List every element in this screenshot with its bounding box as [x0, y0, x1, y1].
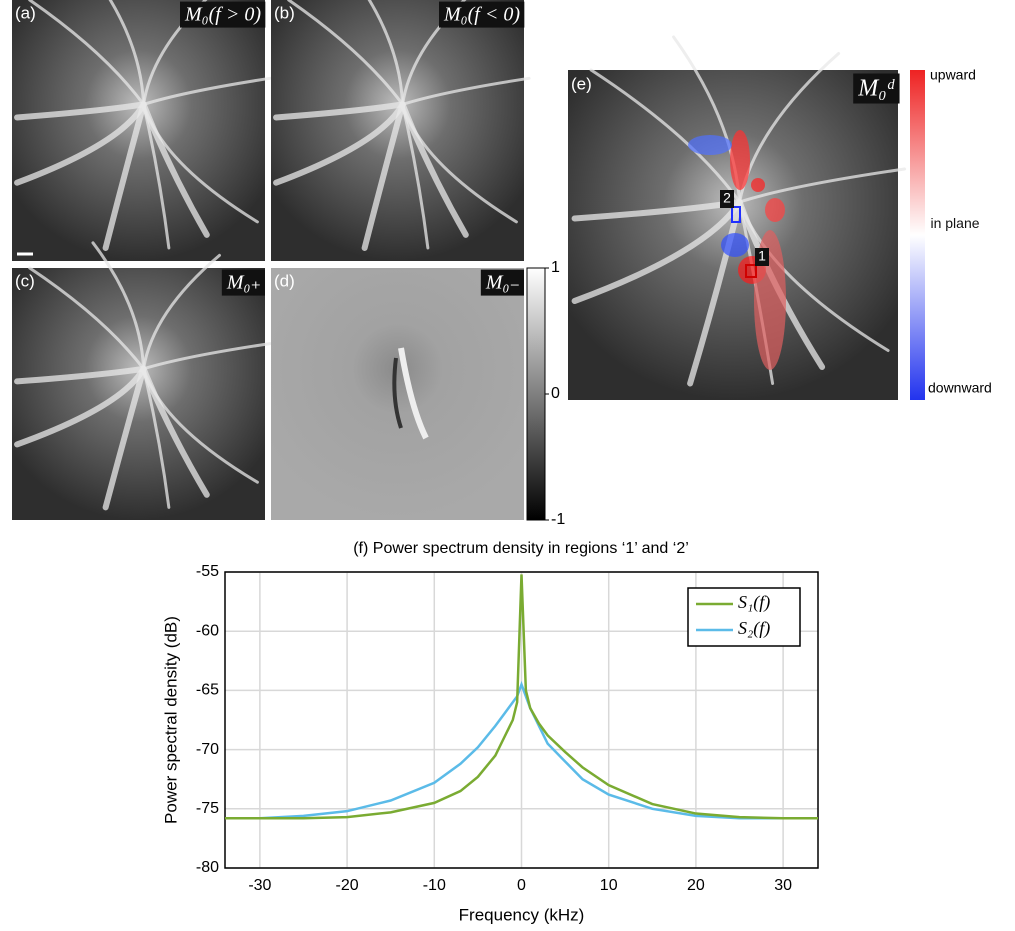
- y-tick-label: -55: [196, 563, 219, 580]
- region-tag-bg: [720, 190, 734, 208]
- vessel: [367, 0, 405, 106]
- flow-overlay: [688, 135, 732, 155]
- vessel: [392, 357, 403, 429]
- y-axis-label: Power spectral density (dB): [161, 616, 180, 824]
- y-tick-label: -65: [196, 682, 219, 699]
- panel-tag: (b): [274, 3, 295, 22]
- vessel: [140, 365, 210, 498]
- x-tick-label: 10: [600, 877, 618, 894]
- colorbar-top-label: upward: [930, 67, 976, 83]
- region-box: [731, 206, 741, 223]
- label-background: [480, 269, 524, 296]
- colorbar-tick-label: 1: [551, 259, 560, 276]
- panel-label: M₀₋: [485, 272, 520, 294]
- colorbar-bottom-label: downward: [928, 380, 992, 396]
- vessel: [401, 76, 531, 106]
- vessel: [14, 101, 147, 186]
- legend-label: S₂(f): [738, 618, 770, 639]
- vessel: [102, 101, 147, 251]
- panel-tag: (d): [274, 271, 295, 290]
- vessel: [398, 347, 429, 440]
- flow-overlay: [721, 233, 749, 257]
- vessel: [589, 68, 742, 204]
- colorbar: [526, 267, 546, 521]
- region-box: [745, 264, 757, 278]
- vessel: [571, 199, 743, 304]
- legend-label: S₁(f): [738, 592, 770, 613]
- vessel: [28, 266, 146, 371]
- colorbar-tick-label: -1: [551, 511, 565, 528]
- vessel: [399, 101, 469, 238]
- vessel: [687, 199, 743, 387]
- vessel: [91, 241, 146, 371]
- region-tag-bg: [755, 248, 769, 266]
- vessel: [28, 0, 146, 106]
- x-tick-label: 20: [687, 877, 705, 894]
- data-line: [225, 574, 818, 820]
- plot-frame: [224, 571, 819, 869]
- x-tick-label: -20: [336, 877, 359, 894]
- panel-tag: (c): [15, 271, 35, 290]
- vessel: [401, 0, 467, 106]
- vessel: [142, 0, 208, 106]
- y-tick-label: -80: [196, 859, 219, 876]
- panel-label: M₀(f < 0): [443, 4, 520, 26]
- vessel: [14, 365, 147, 448]
- panel-label: M₀ᵈ: [857, 76, 895, 102]
- label-background: [180, 1, 266, 28]
- legend-box: [687, 587, 801, 647]
- vessel: [142, 253, 221, 371]
- x-tick-label: -30: [248, 877, 271, 894]
- label-background: [853, 73, 900, 104]
- flow-overlay: [730, 130, 750, 190]
- flow-overlay: [751, 178, 765, 192]
- panel-tag: (a): [15, 3, 36, 22]
- vessel: [142, 342, 272, 371]
- x-tick-label: -10: [423, 877, 446, 894]
- vessel: [14, 101, 147, 121]
- colorbar-middle-label: in plane: [930, 215, 980, 231]
- panel-label: M₀(f > 0): [184, 4, 261, 26]
- vessel: [273, 101, 406, 121]
- x-tick-label: 0: [517, 877, 526, 894]
- x-axis-label: Frequency (kHz): [459, 905, 585, 924]
- label-background: [439, 1, 525, 28]
- x-tick-label: 30: [774, 877, 792, 894]
- colorbar: [910, 70, 925, 400]
- panel-tag: (e): [571, 74, 592, 93]
- vessel: [287, 0, 405, 106]
- vessel: [140, 101, 210, 238]
- region-tag: 1: [758, 248, 766, 264]
- vessel: [361, 101, 406, 251]
- chart-title: (f) Power spectrum density in regions ‘1…: [353, 540, 689, 557]
- vessel: [108, 0, 146, 106]
- image-panel: [271, 268, 524, 520]
- data-line: [225, 680, 818, 820]
- vessel: [14, 365, 147, 385]
- region-tag: 2: [723, 190, 731, 206]
- vessel: [102, 365, 147, 511]
- vessel: [273, 101, 406, 186]
- y-tick-label: -70: [196, 741, 219, 758]
- label-background: [221, 269, 265, 296]
- flow-overlay: [765, 198, 785, 222]
- vessel: [738, 167, 907, 204]
- y-tick-label: -75: [196, 800, 219, 817]
- vessel: [142, 76, 272, 106]
- colorbar-tick-label: 0: [551, 385, 560, 402]
- y-tick-label: -60: [196, 622, 219, 639]
- panel-label: M₀₊: [226, 272, 261, 294]
